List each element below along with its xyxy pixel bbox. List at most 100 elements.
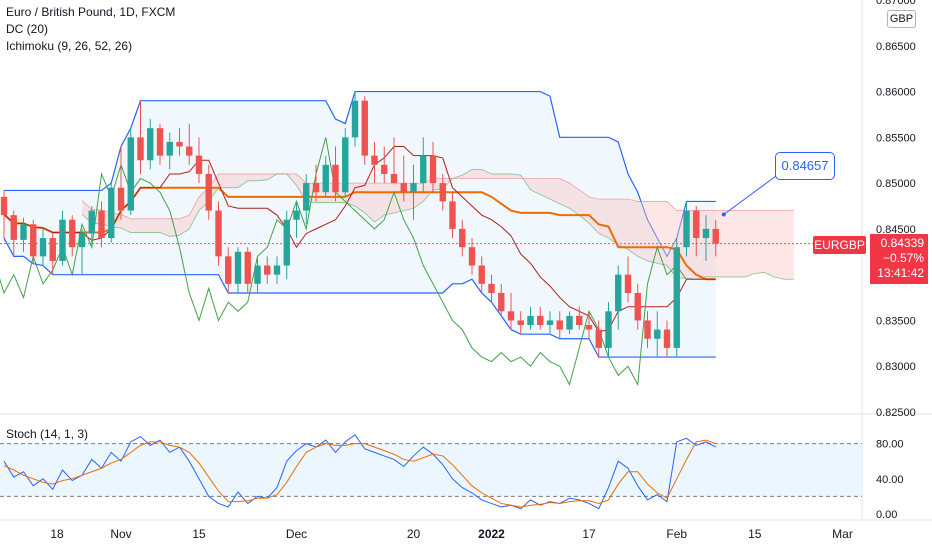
candle-body bbox=[137, 137, 144, 161]
candle-body bbox=[186, 146, 193, 156]
candle-body bbox=[478, 265, 485, 284]
y-tick-label: 0.87000 bbox=[876, 0, 916, 7]
candle-body bbox=[488, 283, 495, 293]
candle-body bbox=[254, 265, 261, 284]
ichimoku-legend: Ichimoku (9, 26, 52, 26) bbox=[6, 39, 133, 53]
candle-body bbox=[468, 247, 476, 266]
candle-body bbox=[312, 183, 320, 193]
candle-body bbox=[546, 320, 554, 326]
candle-body bbox=[303, 183, 310, 211]
chikou-line bbox=[0, 137, 687, 387]
bar-countdown: 13:41:42 bbox=[877, 266, 924, 280]
candle-body bbox=[576, 315, 583, 326]
x-tick-label: Mar bbox=[832, 527, 853, 541]
candle-body bbox=[108, 187, 115, 239]
last-price-tag: 0.84339 −0.57% 13:41:42 bbox=[870, 234, 928, 284]
candle-body bbox=[527, 315, 534, 326]
candle-body bbox=[293, 210, 300, 220]
candle-body bbox=[273, 265, 281, 275]
candle-body bbox=[459, 228, 466, 248]
candle-body bbox=[673, 247, 680, 348]
stoch-tick-label: 0.00 bbox=[876, 509, 897, 521]
candle-body bbox=[205, 173, 212, 211]
candle-body bbox=[585, 325, 593, 330]
candle-body bbox=[69, 219, 76, 248]
candle-body bbox=[244, 251, 251, 284]
candle-body bbox=[712, 228, 719, 244]
candle-body bbox=[166, 141, 173, 156]
candle-body bbox=[234, 251, 242, 284]
candle-body bbox=[0, 196, 8, 216]
y-tick-label: 0.82500 bbox=[876, 407, 916, 419]
candle-body bbox=[215, 210, 222, 257]
candle-body bbox=[98, 210, 105, 239]
donchian-upper bbox=[4, 90, 716, 258]
y-tick-label: 0.85000 bbox=[876, 178, 916, 190]
candle-body bbox=[225, 256, 232, 284]
ichimoku-cloud bbox=[82, 169, 794, 280]
candle-body bbox=[410, 183, 417, 193]
candle-body bbox=[322, 164, 329, 193]
candle-body bbox=[390, 173, 398, 184]
callout-pointer bbox=[723, 175, 777, 215]
x-tick-label: Nov bbox=[110, 527, 131, 541]
candle-body bbox=[332, 164, 339, 193]
candle-body bbox=[117, 187, 125, 211]
candle-body bbox=[88, 210, 95, 234]
candle-body bbox=[615, 274, 622, 312]
senkou-span-b bbox=[81, 173, 794, 220]
x-tick-label: Feb bbox=[666, 527, 687, 541]
candle-body bbox=[147, 128, 154, 161]
stoch-d-line bbox=[3, 439, 716, 508]
candle-body bbox=[49, 238, 56, 261]
callout-anchor bbox=[721, 212, 726, 217]
last-price: 0.84339 bbox=[880, 236, 924, 250]
candle-body bbox=[400, 183, 407, 193]
stoch-legend: Stoch (14, 1, 3) bbox=[6, 427, 89, 441]
y-tick-label: 0.86500 bbox=[876, 41, 916, 53]
y-tick-label: 0.85500 bbox=[876, 132, 916, 144]
y-tick-label: 0.83000 bbox=[876, 361, 916, 373]
candle-body bbox=[371, 155, 378, 165]
candle-body bbox=[361, 100, 368, 156]
candle-body bbox=[537, 315, 544, 326]
x-tick-label: Dec bbox=[286, 527, 307, 541]
stoch-tick-label: 80.00 bbox=[876, 439, 904, 451]
candle-body bbox=[30, 224, 37, 257]
y-tick-label: 0.84500 bbox=[876, 224, 916, 236]
candle-body bbox=[595, 329, 602, 348]
candle-body bbox=[624, 274, 632, 293]
candle-body bbox=[39, 238, 47, 257]
candle-body bbox=[351, 100, 359, 138]
candle-body bbox=[20, 224, 27, 240]
donchian-lower bbox=[3, 237, 716, 358]
dc-legend: DC (20) bbox=[6, 22, 49, 36]
candle-body bbox=[702, 228, 710, 239]
candle-body bbox=[127, 137, 134, 211]
candle-body bbox=[176, 141, 183, 147]
candle-body bbox=[381, 164, 388, 174]
currency-badge[interactable]: GBP bbox=[887, 10, 916, 28]
candle-body bbox=[654, 329, 661, 339]
candle-body bbox=[498, 292, 505, 312]
symbol-legend: Euro / British Pound, 1D, FXCM bbox=[6, 5, 176, 19]
stoch-tick-label: 40.00 bbox=[876, 474, 904, 486]
donchian-fill bbox=[4, 91, 716, 358]
stoch-band bbox=[0, 443, 862, 497]
price-callout[interactable]: 0.84657 bbox=[775, 152, 835, 180]
candle-body bbox=[10, 215, 17, 240]
price-change: −0.57% bbox=[882, 251, 924, 265]
candle-body bbox=[449, 201, 456, 229]
candle-body bbox=[195, 155, 203, 174]
candle-body bbox=[59, 219, 66, 261]
candle-body bbox=[439, 183, 446, 202]
x-tick-label: 17 bbox=[582, 527, 596, 541]
x-tick-label: 18 bbox=[50, 527, 64, 541]
candle-body bbox=[693, 210, 700, 239]
candle-body bbox=[420, 155, 427, 184]
candle-body bbox=[156, 128, 164, 156]
candle-body bbox=[78, 233, 86, 248]
y-tick-label: 0.86000 bbox=[876, 87, 916, 99]
